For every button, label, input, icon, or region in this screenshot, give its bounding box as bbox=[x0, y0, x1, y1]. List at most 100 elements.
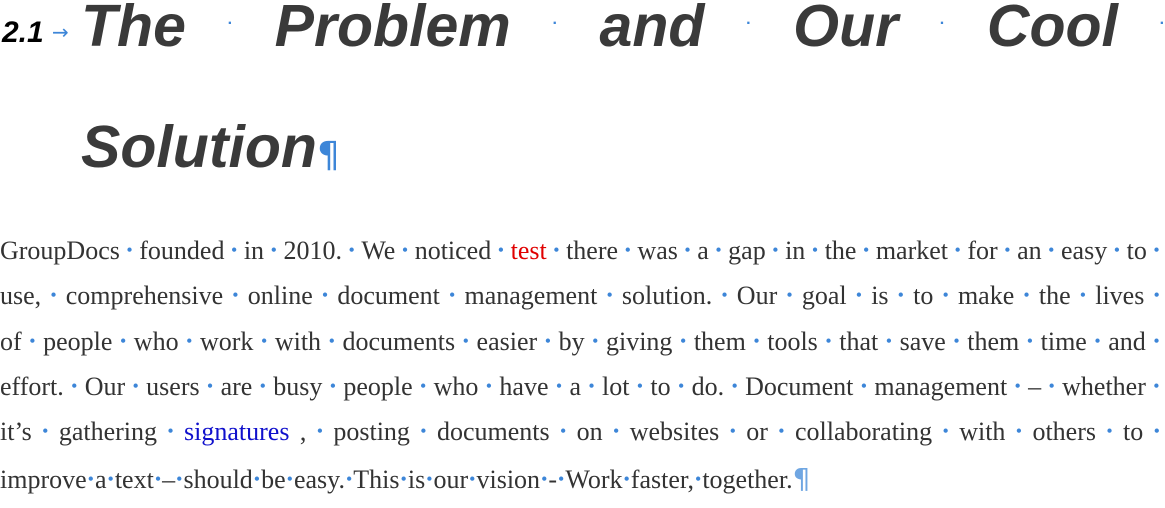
space-mark-icon: • bbox=[1023, 285, 1030, 306]
word: there bbox=[566, 236, 619, 265]
heading-word: The bbox=[81, 0, 186, 59]
word: who bbox=[433, 371, 479, 401]
word: work bbox=[199, 326, 254, 356]
space-mark-icon: • bbox=[107, 469, 114, 490]
word: gap bbox=[728, 236, 766, 265]
space-mark-icon: • bbox=[606, 285, 613, 306]
space-mark-icon: • bbox=[684, 240, 691, 260]
word: have bbox=[499, 371, 549, 401]
word: noticed bbox=[414, 236, 492, 265]
word: should bbox=[183, 465, 253, 495]
space-mark-icon: • bbox=[400, 469, 407, 490]
pilcrow-icon: ¶ bbox=[792, 462, 811, 496]
word: with bbox=[959, 417, 1006, 447]
space-mark-icon: • bbox=[885, 330, 893, 351]
space-mark-icon: • bbox=[348, 240, 355, 260]
space-mark-icon: • bbox=[1153, 330, 1160, 351]
word: make bbox=[957, 281, 1015, 311]
text-line: improve • a • text • – • should • be • easy. • This • is… bbox=[0, 462, 1160, 507]
space-mark-icon: • bbox=[1113, 240, 1121, 260]
word: an bbox=[1017, 236, 1042, 265]
word: others bbox=[1032, 417, 1096, 447]
tab-arrow-icon: → bbox=[52, 20, 69, 44]
word: of bbox=[0, 326, 22, 356]
word: comprehensive bbox=[65, 281, 224, 311]
space-mark-icon: • bbox=[855, 285, 863, 306]
space-mark-icon: • bbox=[132, 375, 139, 396]
word: time bbox=[1040, 326, 1087, 356]
word: gathering bbox=[58, 417, 158, 447]
space-mark-icon: • bbox=[167, 421, 174, 442]
word: with bbox=[274, 326, 322, 356]
word: the bbox=[824, 236, 857, 265]
word: them bbox=[967, 326, 1020, 356]
word: collaborating bbox=[794, 417, 933, 447]
space-mark-icon: • bbox=[721, 285, 728, 306]
word: management bbox=[874, 371, 1008, 401]
space-mark-icon: • bbox=[426, 469, 433, 490]
word: busy bbox=[273, 371, 323, 401]
space-mark-icon: • bbox=[420, 421, 427, 442]
word: together. bbox=[702, 465, 793, 495]
space-mark-icon: • bbox=[613, 421, 620, 442]
body-paragraph: GroupDocs • founded • in • 2010. • We • noticed • te… bbox=[0, 236, 1160, 508]
space-mark-icon: • bbox=[862, 240, 870, 260]
space-mark-icon: • bbox=[1015, 421, 1023, 442]
space-mark-icon: • bbox=[232, 285, 239, 306]
word: it’s bbox=[0, 417, 32, 447]
space-mark-icon: • bbox=[1153, 240, 1160, 260]
space-mark-icon: • bbox=[29, 330, 36, 351]
word: are bbox=[220, 371, 253, 401]
highlighted-word-blue: signatures bbox=[184, 417, 290, 447]
word: whether bbox=[1062, 371, 1146, 401]
word: 2010. bbox=[283, 236, 342, 265]
word: users bbox=[146, 371, 200, 401]
space-mark-icon: • bbox=[1004, 240, 1011, 260]
space-mark-icon: • bbox=[825, 330, 832, 351]
heading-word: Our bbox=[793, 0, 899, 59]
heading-word: Problem bbox=[274, 0, 511, 59]
word: in bbox=[785, 236, 806, 265]
word: was bbox=[637, 236, 678, 265]
space-mark-icon: • bbox=[1048, 240, 1055, 260]
word: market bbox=[875, 236, 949, 265]
word: to bbox=[1126, 236, 1147, 265]
word: people bbox=[43, 326, 113, 356]
space-mark-icon: • bbox=[469, 469, 476, 490]
heading-number: 2.1 bbox=[2, 16, 44, 49]
space-mark-icon: • bbox=[126, 240, 133, 260]
space-mark-icon: • bbox=[942, 421, 949, 442]
word: for bbox=[967, 236, 998, 265]
space-mark-icon: • bbox=[71, 375, 78, 396]
space-mark-icon: • bbox=[592, 330, 599, 351]
word: improve bbox=[0, 465, 87, 495]
space-mark-icon: • bbox=[286, 469, 293, 490]
word: document bbox=[337, 281, 440, 311]
word: effort. bbox=[0, 371, 64, 401]
word: Work bbox=[565, 465, 623, 495]
word: lives bbox=[1095, 281, 1145, 311]
word: websites bbox=[629, 417, 720, 447]
space-mark-icon: • bbox=[860, 375, 868, 396]
space-mark-icon: • bbox=[677, 375, 685, 396]
space-mark-icon: • bbox=[321, 285, 329, 306]
space-mark-icon: • bbox=[42, 421, 49, 442]
space-mark-icon: • bbox=[154, 469, 162, 490]
space-mark-icon: • bbox=[449, 285, 456, 306]
pilcrow-icon: ¶ bbox=[316, 135, 340, 176]
word: our bbox=[433, 465, 469, 495]
space-mark-icon: • bbox=[485, 375, 493, 396]
space-mark-icon: • bbox=[1094, 330, 1101, 351]
word: - bbox=[548, 465, 558, 495]
word: GroupDocs bbox=[0, 236, 120, 265]
space-mark-icon: • bbox=[731, 375, 738, 396]
space-mark-icon: • bbox=[553, 240, 560, 260]
space-mark-icon: • bbox=[897, 285, 904, 306]
space-mark-icon: • bbox=[954, 240, 961, 260]
space-mark-icon: • bbox=[559, 421, 567, 442]
word: easier bbox=[476, 326, 538, 356]
word: the bbox=[1038, 281, 1071, 311]
space-mark-icon: • bbox=[497, 240, 505, 260]
heading-word: Cool bbox=[986, 0, 1118, 59]
text-line: it’s • gathering • signatures, • posting • docum… bbox=[0, 417, 1160, 462]
